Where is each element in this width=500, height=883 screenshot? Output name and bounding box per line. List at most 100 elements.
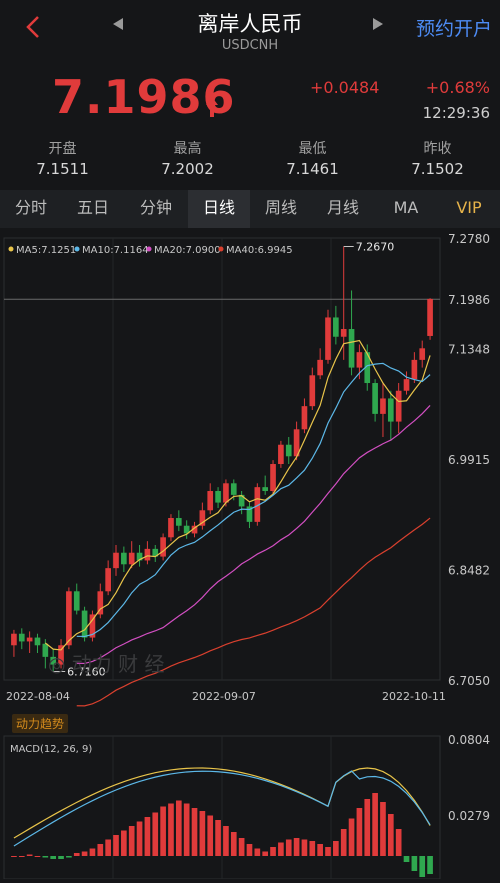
macd-bar: [113, 835, 119, 856]
open-account-button[interactable]: 预约开户: [415, 18, 492, 40]
candle-body: [246, 506, 253, 522]
candle-body: [325, 317, 331, 360]
tab-minute[interactable]: 分钟: [139, 198, 172, 217]
legend-dot: [218, 246, 224, 252]
high-label: 7.2670: [356, 240, 395, 253]
x-tick-label: 2022-09-07: [192, 690, 256, 703]
macd-tick-label: 0.0804: [448, 733, 490, 747]
macd-bar: [309, 841, 316, 856]
candle-body: [403, 379, 410, 391]
macd-bar: [18, 856, 25, 857]
quote-panel: 7.1986 +0.0484 +0.68% 12:29:36: [0, 62, 500, 132]
period-tabs: 分时 五日 分钟 日线 周线 月线 MA VIP: [0, 190, 500, 228]
macd-dea-line: [13, 770, 431, 847]
candle-body: [262, 487, 269, 492]
candle-body: [387, 398, 394, 422]
macd-bar: [207, 815, 214, 856]
macd-bar: [317, 844, 323, 856]
macd-bar: [128, 826, 135, 856]
stat-prev-close: 昨收 7.1502: [375, 138, 500, 178]
candle-body: [285, 444, 292, 457]
kline-chart[interactable]: 7.2780 7.1986 7.1348 6.9915 6.8482 6.7050 MA5:…: [0, 228, 500, 880]
legend-dot: [8, 246, 14, 252]
macd-bar: [419, 856, 426, 877]
stat-label: 开盘: [48, 141, 77, 157]
candle-body: [113, 552, 119, 569]
legend-entry: MA40:6.9945: [226, 245, 293, 256]
tab-intraday[interactable]: 分时: [14, 198, 47, 217]
candle-body: [66, 591, 72, 646]
macd-bar: [152, 812, 159, 856]
candle-body: [11, 633, 17, 646]
macd-bar: [387, 814, 394, 856]
arrow-up-icon: [206, 97, 218, 117]
macd-bar: [223, 826, 229, 856]
macd-bar: [26, 854, 33, 856]
macd-bar: [333, 841, 339, 856]
macd-bar: [278, 842, 284, 856]
stat-value: 7.2002: [161, 160, 214, 178]
y-tick-label: 6.7050: [448, 674, 490, 688]
tab-weekly[interactable]: 周线: [264, 198, 297, 217]
candle-body: [270, 464, 276, 492]
candle-body: [278, 444, 284, 465]
candle-body: [380, 398, 386, 414]
macd-bar: [66, 856, 72, 858]
prev-instrument-icon[interactable]: [112, 17, 124, 31]
candle-body: [73, 591, 80, 611]
candle-body: [136, 552, 143, 561]
last-price: 7.1986: [52, 70, 236, 124]
x-tick-label: 2022-10-11: [382, 690, 446, 703]
candle-body: [356, 352, 363, 368]
macd-bar: [11, 856, 17, 857]
quote-time: 12:29:36: [422, 104, 490, 122]
macd-bar: [199, 811, 206, 856]
candle-body: [183, 525, 190, 534]
macd-bar: [73, 853, 80, 856]
candle-body: [175, 518, 182, 526]
candle-body: [301, 406, 308, 430]
candle-body: [309, 375, 316, 407]
candle-body: [419, 348, 426, 360]
macd-bar: [348, 818, 355, 856]
macd-bar: [58, 856, 64, 859]
stat-label: 昨收: [423, 141, 452, 157]
macd-bar: [364, 799, 371, 856]
candle-body: [50, 656, 57, 665]
macd-bar: [427, 856, 433, 874]
ma10-line: [76, 362, 431, 638]
candle-body: [121, 552, 127, 565]
y-tick-label: 7.1348: [448, 342, 490, 356]
macd-bar: [105, 839, 111, 856]
tab-ma[interactable]: MA: [393, 198, 419, 217]
tab-daily[interactable]: 日线: [188, 190, 250, 228]
candle-body: [144, 548, 151, 561]
candle-body: [395, 390, 402, 422]
macd-bar: [81, 851, 88, 856]
macd-bar: [395, 829, 402, 856]
tab-monthly[interactable]: 月线: [326, 198, 359, 217]
tab-five-day[interactable]: 五日: [76, 198, 109, 217]
candle-body: [223, 483, 229, 503]
macd-bar: [42, 856, 49, 858]
candle-body: [317, 359, 323, 376]
macd-bar: [175, 800, 182, 856]
macd-bar: [97, 844, 104, 856]
macd-bar: [340, 829, 347, 856]
stat-open: 开盘 7.1511: [0, 138, 125, 178]
candle-body: [105, 568, 111, 592]
next-instrument-icon[interactable]: [372, 17, 384, 31]
tab-vip[interactable]: VIP: [456, 198, 482, 217]
macd-bar: [270, 847, 276, 856]
legend-dot: [146, 246, 152, 252]
macd-bar: [215, 820, 221, 856]
candle-body: [97, 591, 104, 615]
y-tick-label: 7.2780: [448, 232, 490, 246]
stat-value: 7.1502: [411, 160, 464, 178]
back-icon[interactable]: [18, 12, 48, 42]
candle-body: [364, 352, 371, 384]
legend-entry: MA10:7.1164: [82, 245, 149, 256]
macd-bar: [372, 793, 378, 856]
macd-bar: [34, 856, 41, 857]
macd-bar: [301, 839, 308, 856]
